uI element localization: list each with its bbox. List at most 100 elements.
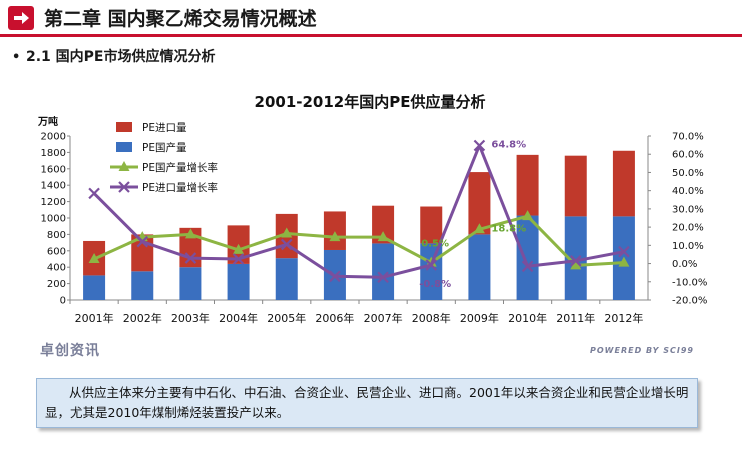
x-tick-label: 2005年: [267, 311, 306, 325]
bar-pe-import: [372, 205, 395, 244]
y2-tick-label: 70.0%: [672, 132, 704, 143]
import-growth-point: [329, 270, 341, 283]
y-tick-label: 1200: [41, 197, 66, 208]
legend-label: PE进口量: [142, 122, 187, 134]
x-tick-label: 2006年: [315, 311, 354, 325]
domestic-growth-point: [570, 259, 582, 270]
y2-tick-label: 30.0%: [672, 204, 704, 215]
arrow-right-icon: [8, 6, 34, 30]
company-logo: 卓创资讯: [40, 343, 100, 359]
legend-label: PE进口量增长率: [142, 181, 218, 194]
x-tick-label: 2008年: [412, 311, 451, 325]
domestic-growth-point: [618, 256, 630, 267]
bar-pe-import: [420, 206, 443, 244]
y-axis-unit: 万吨: [37, 115, 58, 128]
x-tick-label: 2012年: [604, 311, 643, 325]
annotation-2008-domestic: 0.5%: [421, 239, 449, 250]
annotation-2009-import: 64.8%: [491, 139, 526, 150]
bar-pe-domestic: [564, 216, 587, 300]
y-tick-label: 1400: [41, 181, 66, 192]
bar-pe-domestic: [83, 275, 106, 300]
domestic-growth-point: [233, 243, 245, 254]
bar-pe-import: [516, 154, 539, 216]
import-growth-point: [280, 238, 293, 251]
import-growth-point: [425, 259, 438, 271]
domestic-growth-point: [88, 253, 100, 263]
domestic-growth-point: [473, 223, 485, 234]
summary-text: 从供应主体来分主要有中石化、中石油、合资企业、民营企业、进口商。2001年以来合…: [45, 385, 689, 420]
legend-label: PE国产量增长率: [142, 161, 218, 174]
bar-pe-domestic: [468, 234, 491, 300]
domestic-growth-line: [93, 214, 625, 267]
y2-tick-label: 0.0%: [672, 259, 697, 270]
y-tick-label: 2000: [41, 132, 66, 143]
x-tick-label: 2002年: [123, 311, 162, 325]
section-bullet: •: [12, 50, 21, 65]
legend-marker: [118, 181, 130, 193]
bar-pe-domestic: [420, 243, 443, 300]
domestic-growth-point: [281, 227, 293, 238]
import-growth-point: [473, 139, 486, 152]
y2-tick-label: 40.0%: [672, 186, 704, 197]
legend-marker: [118, 161, 130, 171]
annotation-2008-import: -0.8%: [419, 279, 451, 290]
domestic-growth-point: [184, 228, 196, 239]
y-tick-label: 400: [47, 263, 66, 274]
x-tick-label: 2004年: [219, 311, 258, 325]
legend-swatch: [116, 142, 132, 152]
bar-pe-domestic: [179, 267, 202, 300]
bar-pe-import: [323, 211, 346, 250]
y-tick-label: 1600: [41, 164, 66, 175]
legend-label: PE国产量: [142, 141, 187, 154]
y-tick-label: 1800: [41, 148, 66, 159]
chart-container: 2001-2012年国内PE供应量分析万吨 0 200 400 600 800 1000 12…: [30, 82, 710, 364]
x-tick-label: 2010年: [508, 311, 547, 325]
y-tick-label: 600: [47, 246, 66, 257]
y2-tick-label: 50.0%: [672, 168, 704, 179]
import-growth-point: [569, 255, 582, 267]
page-title: 第二章 国内聚乙烯交易情况概述: [44, 8, 317, 30]
legend-swatch: [116, 122, 132, 132]
import-growth-point: [136, 235, 149, 248]
y-tick-label: 1000: [41, 214, 66, 225]
x-tick-label: 2007年: [364, 311, 403, 325]
import-growth-point: [88, 187, 100, 200]
y2-tick-label: 20.0%: [672, 223, 704, 234]
import-growth-point: [184, 252, 197, 264]
bar-pe-import: [612, 150, 635, 217]
header-bar: 第二章 国内聚乙烯交易情况概述: [0, 0, 742, 37]
domestic-growth-point: [329, 231, 341, 242]
import-growth-point: [232, 253, 245, 265]
import-growth-line: [93, 143, 625, 279]
x-tick-label: 2003年: [171, 311, 210, 325]
bar-pe-domestic: [372, 243, 395, 300]
x-tick-label: 2001年: [75, 311, 114, 325]
domestic-growth-point: [522, 210, 534, 221]
y-tick-label: 800: [47, 230, 66, 241]
bar-pe-import: [468, 172, 491, 235]
summary-box: 从供应主体来分主要有中石化、中石油、合资企业、民营企业、进口商。2001年以来合…: [36, 378, 698, 428]
bar-pe-domestic: [516, 215, 539, 300]
section-title: 2.1 国内PE市场供应情况分析: [26, 49, 216, 65]
import-growth-point: [618, 245, 630, 258]
annotation-2009-domestic: 18.8%: [491, 223, 526, 234]
y-tick-label: 200: [47, 279, 66, 290]
y2-tick-label: -20.0%: [672, 296, 707, 307]
bar-pe-domestic: [131, 271, 154, 300]
x-tick-label: 2011年: [556, 311, 595, 325]
chart-title: 2001-2012年国内PE供应量分析: [255, 93, 486, 111]
import-growth-point: [377, 271, 389, 283]
bar-pe-domestic: [275, 258, 298, 300]
y2-tick-label: 60.0%: [672, 150, 704, 161]
y-tick-label: 0: [60, 296, 66, 307]
y2-tick-label: 10.0%: [672, 241, 704, 252]
domestic-growth-point: [377, 231, 389, 242]
header-divider: [0, 34, 742, 37]
bar-pe-import: [564, 155, 587, 217]
x-tick-label: 2009年: [460, 311, 499, 325]
import-growth-point: [521, 260, 534, 273]
y2-tick-label: -10.0%: [672, 277, 707, 288]
powered-by-text: POWERED BY SCI99: [590, 346, 694, 355]
bar-pe-domestic: [227, 263, 250, 300]
